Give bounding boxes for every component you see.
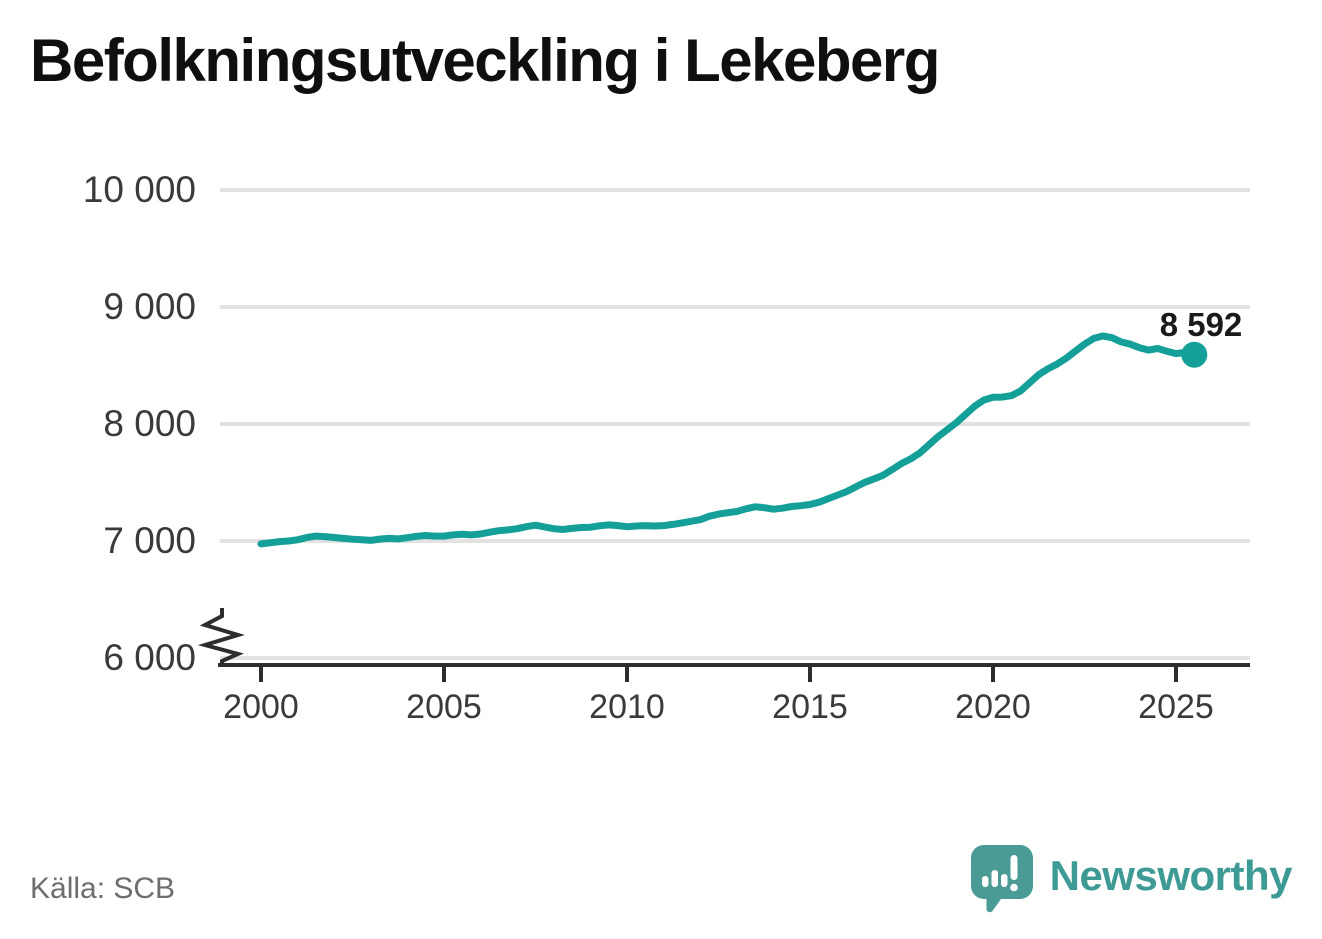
x-axis-ticks [259,667,1178,682]
page-title: Befolkningsutveckling i Lekeberg [30,27,940,94]
x-tick-label: 2015 [772,688,848,726]
newsworthy-logo-icon [970,845,1033,913]
x-tick-label: 2025 [1138,688,1214,726]
y-tick-label: 8 000 [103,403,196,444]
latest-value-dot [1181,341,1208,368]
newsworthy-logo-text: Newsworthy [1049,852,1293,899]
y-axis-labels: 10 000 9 000 8 000 7 000 6 000 [83,169,196,678]
x-tick-label: 2020 [955,688,1031,726]
y-tick-label: 9 000 [103,286,196,327]
y-tick-label: 6 000 [103,637,196,678]
x-tick-label: 2005 [406,688,482,726]
newsworthy-logo[interactable]: Newsworthy [970,844,1293,914]
y-tick-label: 10 000 [83,169,196,210]
x-tick-label: 2010 [589,688,665,726]
y-tick-label: 7 000 [103,520,196,561]
source-text: Källa: SCB [30,872,176,905]
population-line [257,332,1198,548]
gridlines [220,188,1250,660]
axis-break-icon [197,608,245,667]
x-tick-label: 2000 [223,688,299,726]
x-axis-labels: 2000 2005 2010 2015 2020 2025 [223,688,1214,726]
latest-value-label: 8 592 [1160,306,1243,343]
